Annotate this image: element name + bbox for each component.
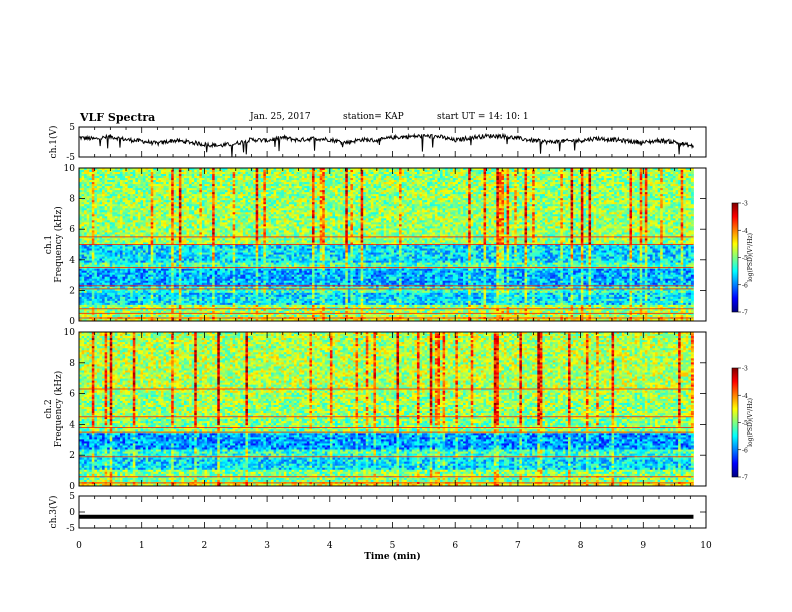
ch1-waveform-ylabel: ch.1(V) (48, 126, 59, 159)
ch1-waveform-ytick-label: -5 (66, 153, 75, 163)
plot-svg: 5-5ch.1(V)0246810ch.1 Frequency (kHz)-3-4… (0, 0, 792, 612)
ch1-waveform-trace (79, 134, 693, 157)
figure-canvas: VLF Spectra Jan. 25, 2017 station= KAP s… (0, 0, 792, 612)
ch1-waveform-ytick-label: 5 (69, 123, 75, 133)
ch1-waveform-ylabel-line: ch.1(V) (48, 126, 59, 159)
